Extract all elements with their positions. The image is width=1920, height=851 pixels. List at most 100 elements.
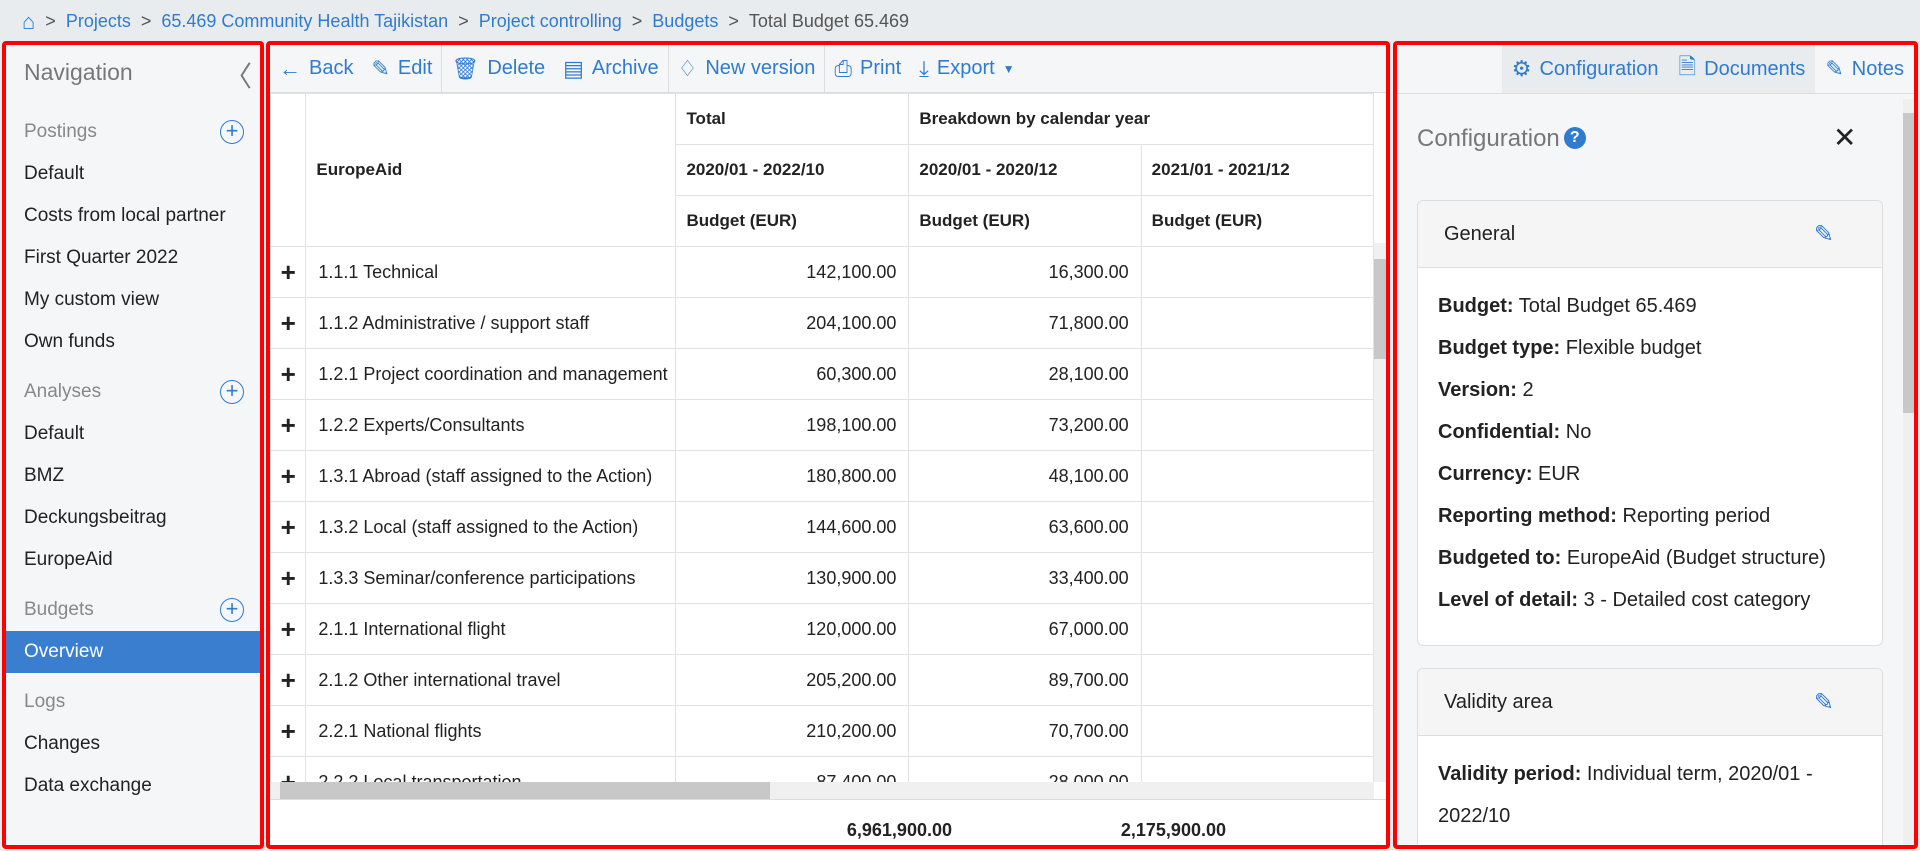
year-cell: 33,400.00 <box>908 552 1142 604</box>
unit-header: Budget (EUR) <box>1140 195 1374 247</box>
nav-item[interactable]: My custom view <box>24 289 160 310</box>
nav-item[interactable]: BMZ <box>24 465 65 486</box>
edit-button[interactable]: ✎ Edit <box>362 45 441 93</box>
breadcrumb-project[interactable]: 65.469 Community Health Tajikistan <box>161 11 449 31</box>
nav-item[interactable]: Own funds <box>24 331 115 352</box>
toolbar: ← Back ✎ Edit 🗑 Delete ▤ Archive ♢ New versio… <box>270 45 1386 93</box>
row-label: 1.3.3 Seminar/conference participations <box>305 552 677 604</box>
total-cell: 142,100.00 <box>675 246 910 298</box>
help-icon[interactable]: ? <box>1563 127 1586 149</box>
close-icon[interactable]: ✕ <box>1833 122 1857 153</box>
nav-section-budgets: Budgets <box>24 599 94 620</box>
config-key: Version: <box>1438 379 1517 401</box>
table-row: +1.1.1 Technical 142,100.00 16,300.00 <box>270 246 1374 298</box>
add-budgets-icon[interactable]: + <box>220 598 244 622</box>
edit-pencil-icon[interactable]: ✎ <box>1813 221 1834 248</box>
notes-icon: ✎ <box>1825 56 1844 81</box>
archive-button[interactable]: ▤ Archive <box>554 45 668 93</box>
year-cell: 73,200.00 <box>908 399 1142 451</box>
add-postings-icon[interactable]: + <box>220 120 244 144</box>
tab-configuration[interactable]: ⚙ Configuration <box>1501 45 1669 93</box>
row-label: 1.3.1 Abroad (staff assigned to the Acti… <box>305 450 677 502</box>
config-key: Validity period: <box>1438 763 1582 785</box>
home-icon[interactable]: ⌂ <box>22 8 36 34</box>
edit-pencil-icon[interactable]: ✎ <box>1813 689 1834 716</box>
config-key: Confidential: <box>1438 421 1561 443</box>
row-label: 2.2.1 National flights <box>305 705 677 757</box>
table-row: +1.3.3 Seminar/conference participations… <box>270 552 1374 604</box>
total-sum: 6,961,900.00 <box>846 820 952 840</box>
expand-column-header <box>270 93 307 247</box>
table-row: +2.1.2 Other international travel 205,200… <box>270 654 1374 706</box>
config-key: Budget: <box>1438 295 1514 317</box>
breadcrumb-controlling[interactable]: Project controlling <box>478 11 622 31</box>
general-card: General ✎ Budget: Total Budget 65.469 Budg… <box>1417 200 1883 646</box>
expand-plus-icon[interactable]: + <box>270 603 307 655</box>
breadcrumb-projects[interactable]: Projects <box>65 11 131 31</box>
nav-item[interactable]: Default <box>24 423 85 444</box>
config-key: Currency: <box>1438 463 1533 485</box>
config-row: Currency: EUR <box>1418 453 1882 495</box>
year-cell: 71,800.00 <box>908 297 1142 349</box>
arrow-left-icon: ← <box>279 55 301 81</box>
row-label: 1.1.2 Administrative / support staff <box>305 297 677 349</box>
add-analyses-icon[interactable]: + <box>220 380 244 404</box>
vertical-scrollbar[interactable] <box>1374 243 1386 782</box>
config-row: Budget type: Flexible budget <box>1418 327 1882 369</box>
table-row: +1.3.1 Abroad (staff assigned to the Act… <box>270 450 1374 502</box>
trash-icon: 🗑 <box>451 55 480 81</box>
config-value: Balance sheet effective <box>1575 847 1781 849</box>
delete-button[interactable]: 🗑 Delete <box>441 45 554 93</box>
config-value: EuropeAid (Budget structure) <box>1566 547 1826 569</box>
expand-plus-icon[interactable]: + <box>270 450 307 502</box>
year-cell: 48,100.00 <box>908 450 1142 502</box>
expand-plus-icon[interactable]: + <box>270 705 307 757</box>
export-button[interactable]: ⤓ Export ▼ <box>910 45 1023 93</box>
expand-plus-icon[interactable]: + <box>270 246 307 298</box>
total-cell: 210,200.00 <box>675 705 910 757</box>
year-sum: 2,175,900.00 <box>1120 820 1226 840</box>
print-button[interactable]: ⎙ Print <box>824 45 910 93</box>
tab-label: Documents <box>1704 57 1806 80</box>
expand-plus-icon[interactable]: + <box>270 297 307 349</box>
main-panel: ← Back ✎ Edit 🗑 Delete ▤ Archive ♢ New versio… <box>266 41 1390 849</box>
config-value: Flexible budget <box>1565 337 1702 359</box>
breadcrumb-current: Total Budget 65.469 <box>748 11 910 31</box>
back-button[interactable]: ← Back <box>270 45 362 93</box>
horizontal-scrollbar[interactable] <box>270 782 1374 799</box>
year-cell: 28,000.00 <box>908 756 1142 782</box>
config-row: Voucher type: Balance sheet effective <box>1418 837 1882 849</box>
table-row: +1.1.2 Administrative / support staff 204… <box>270 297 1374 349</box>
tab-documents[interactable]: 🗎 Documents <box>1668 45 1816 93</box>
config-value: No <box>1565 421 1592 443</box>
nav-item[interactable]: Deckungsbeitrag <box>24 507 167 528</box>
row-label: 1.3.2 Local (staff assigned to the Actio… <box>305 501 677 553</box>
panel-scrollbar[interactable] <box>1903 99 1914 845</box>
tab-notes[interactable]: ✎ Notes <box>1815 45 1914 93</box>
gear-icon: ⚙ <box>1511 56 1532 81</box>
navigation-panel: Navigation 〈 Postings + Default Costs from … <box>2 41 264 849</box>
config-row: Version: 2 <box>1418 369 1882 411</box>
nav-item[interactable]: First Quarter 2022 <box>24 247 179 268</box>
nav-item[interactable]: Overview <box>6 631 260 673</box>
new-version-button[interactable]: ♢ New version <box>667 45 825 93</box>
expand-plus-icon[interactable]: + <box>270 399 307 451</box>
back-label: Back <box>309 57 354 79</box>
nav-item[interactable]: Costs from local partner <box>24 205 226 226</box>
expand-plus-icon[interactable]: + <box>270 501 307 553</box>
expand-plus-icon[interactable]: + <box>270 654 307 706</box>
nav-item[interactable]: Default <box>24 163 85 184</box>
nav-item[interactable]: EuropeAid <box>24 549 113 570</box>
expand-plus-icon[interactable]: + <box>270 756 307 782</box>
expand-plus-icon[interactable]: + <box>270 348 307 400</box>
validity-card: Validity area ✎ Validity period: Individu… <box>1417 668 1883 849</box>
breadcrumb-budgets[interactable]: Budgets <box>652 11 719 31</box>
collapse-chevron-icon[interactable]: 〈 <box>224 61 253 92</box>
expand-plus-icon[interactable]: + <box>270 552 307 604</box>
total-cell: 205,200.00 <box>675 654 910 706</box>
archive-icon: ▤ <box>563 55 584 81</box>
nav-item[interactable]: Changes <box>24 733 101 754</box>
year-cell <box>1140 246 1374 298</box>
nav-item[interactable]: Data exchange <box>24 775 152 796</box>
new-version-label: New version <box>705 57 816 79</box>
